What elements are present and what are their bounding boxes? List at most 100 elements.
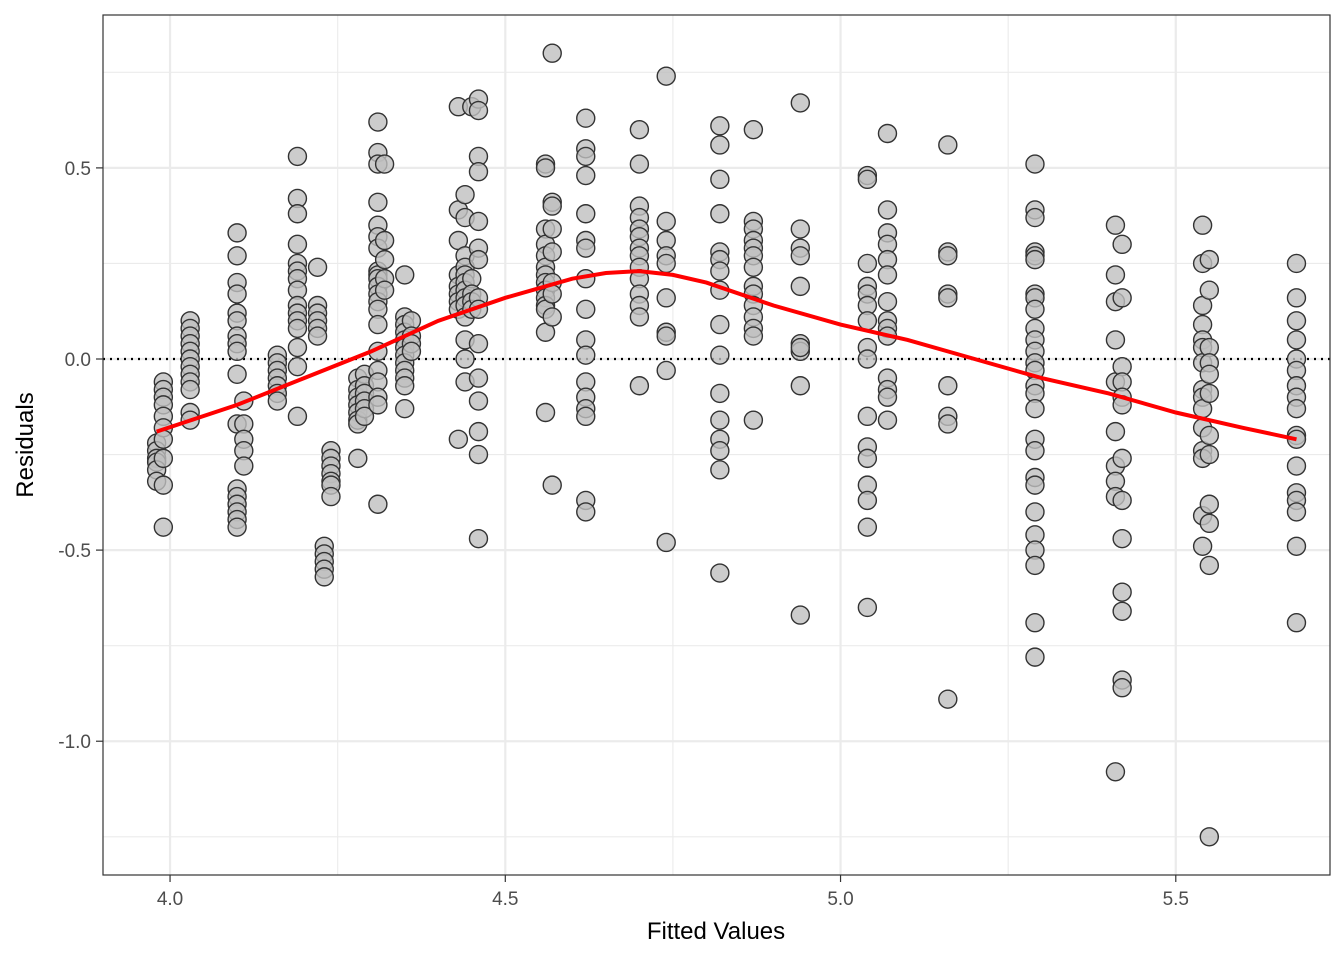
data-point: [656, 211, 676, 232]
data-point: [857, 448, 878, 469]
data-point: [576, 345, 596, 365]
data-point: [743, 410, 764, 430]
data-point: [790, 337, 811, 358]
data-point: [576, 108, 596, 128]
data-point: [1025, 555, 1045, 576]
data-point: [368, 314, 388, 335]
data-point: [790, 246, 811, 266]
data-point: [1286, 288, 1307, 308]
data-point: [656, 360, 676, 381]
data-point: [629, 307, 650, 327]
data-point: [938, 414, 958, 434]
data-point: [1199, 383, 1220, 404]
data-point: [287, 356, 308, 377]
data-point: [710, 460, 730, 480]
data-point: [468, 368, 489, 388]
data-point: [1112, 448, 1132, 469]
data-point: [468, 391, 489, 411]
data-point: [1105, 762, 1126, 782]
data-point: [938, 689, 958, 709]
data-point: [153, 475, 174, 495]
y-tick-label: 0.0: [65, 350, 91, 371]
data-point: [710, 383, 730, 404]
data-point: [743, 326, 764, 346]
data-point: [743, 119, 764, 140]
data-point: [1112, 234, 1132, 255]
data-point: [743, 257, 764, 277]
data-point: [1112, 528, 1132, 549]
y-tick-label: 0.5: [65, 159, 91, 180]
data-point: [1025, 299, 1045, 320]
data-point: [877, 291, 898, 312]
data-point: [153, 429, 174, 449]
data-point: [629, 119, 650, 140]
data-point: [468, 211, 489, 232]
data-point: [938, 288, 958, 308]
data-point: [1286, 311, 1307, 331]
data-point: [790, 276, 811, 297]
data-point: [1199, 444, 1220, 465]
data-point: [576, 238, 596, 258]
data-point: [1105, 330, 1126, 350]
data-point: [227, 246, 247, 266]
data-point: [576, 502, 596, 522]
data-point: [227, 223, 247, 243]
data-point: [790, 376, 811, 396]
x-tick-label: 5.0: [827, 889, 853, 910]
data-point: [1286, 613, 1307, 633]
data-point: [455, 184, 475, 205]
data-point: [287, 318, 308, 339]
data-point: [1112, 490, 1132, 511]
data-point: [1025, 647, 1045, 667]
data-point: [1025, 249, 1045, 270]
data-point: [321, 486, 341, 507]
data-point: [576, 146, 596, 167]
x-axis-title: Fitted Values: [647, 918, 785, 945]
data-point: [1199, 364, 1220, 384]
data-point: [1199, 513, 1220, 534]
data-point: [535, 402, 556, 423]
data-point: [542, 307, 562, 327]
data-point: [1199, 425, 1220, 446]
data-point: [1112, 582, 1132, 602]
data-point: [1199, 555, 1220, 576]
data-point: [857, 490, 878, 511]
data-point: [857, 253, 878, 274]
data-point: [180, 379, 200, 400]
data-point: [710, 314, 730, 335]
data-point: [1112, 601, 1132, 621]
smooth-trend-line: [155, 269, 1297, 442]
data-point: [1199, 494, 1220, 514]
data-point: [542, 475, 562, 495]
x-tick-label: 5.5: [1163, 889, 1189, 910]
data-point: [468, 528, 489, 549]
data-point: [307, 326, 328, 346]
data-point: [1025, 613, 1045, 633]
data-point: [656, 532, 676, 553]
data-point: [629, 154, 650, 174]
data-point: [374, 249, 395, 270]
data-point: [287, 337, 308, 358]
data-point: [287, 234, 308, 255]
data-point: [1025, 475, 1045, 495]
data-point: [368, 494, 388, 514]
data-point: [576, 299, 596, 320]
data-point: [1105, 215, 1126, 235]
data-point: [710, 204, 730, 224]
data-point: [710, 345, 730, 365]
x-axis-ticks: 4.0 4.5 5.0 5.5: [157, 875, 1189, 910]
data-point: [938, 376, 958, 396]
data-point: [1025, 502, 1045, 522]
data-point: [1112, 288, 1132, 308]
data-point: [468, 162, 489, 182]
data-point: [656, 288, 676, 308]
data-point: [348, 448, 368, 469]
data-point: [1286, 398, 1307, 419]
data-point: [468, 334, 489, 354]
data-point: [395, 398, 415, 419]
data-points: [146, 43, 1307, 847]
data-point: [710, 169, 730, 190]
x-tick-label: 4.0: [157, 889, 183, 910]
data-point: [448, 429, 469, 449]
